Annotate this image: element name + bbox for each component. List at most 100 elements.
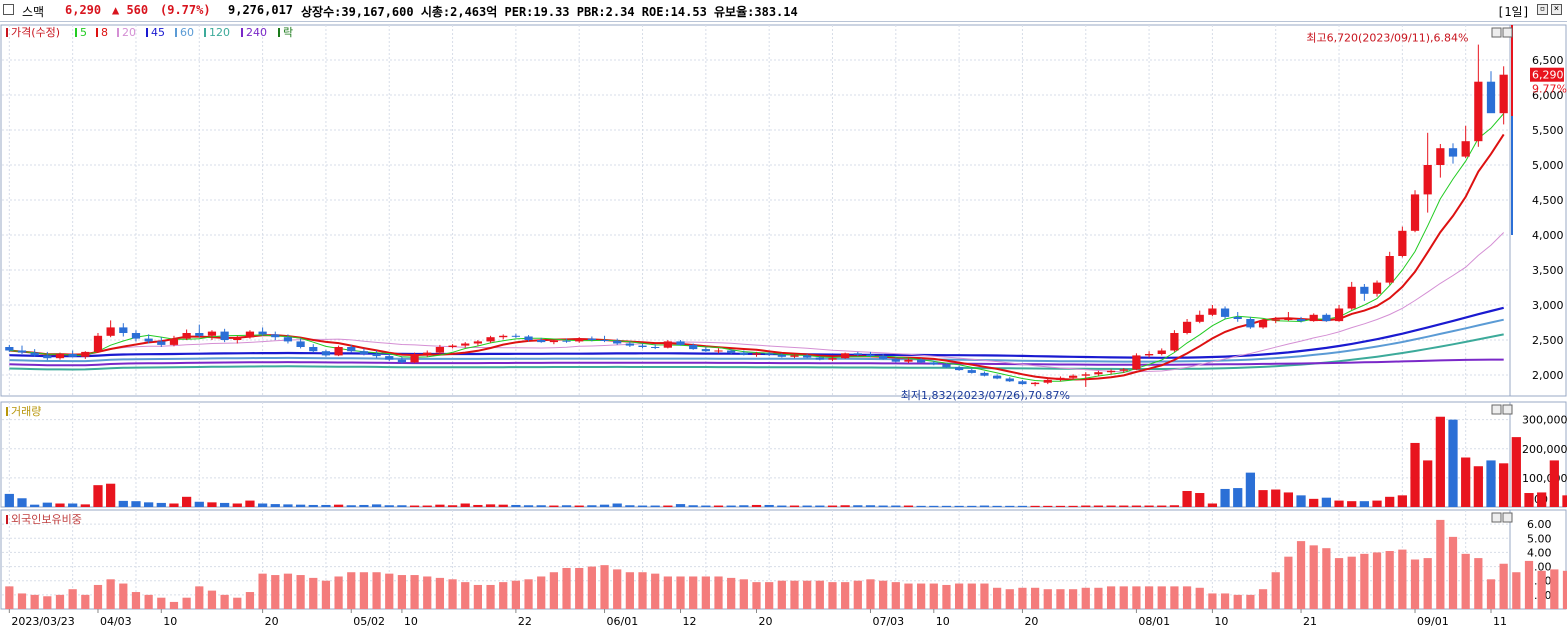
volume-bar: [1537, 492, 1547, 507]
price-change-pct: (9.77%): [160, 3, 211, 17]
foreign-bar: [1271, 572, 1280, 609]
x-axis-label: 22: [518, 615, 532, 628]
volume-bar: [422, 505, 432, 507]
candle-body: [1334, 308, 1344, 322]
foreign-bar: [499, 582, 508, 609]
candle-body: [511, 335, 521, 337]
x-axis-label: 20: [759, 615, 773, 628]
foreign-bar: [1360, 553, 1369, 609]
candle-body: [1144, 354, 1154, 356]
x-axis-label: 05/02: [353, 615, 385, 628]
price-tick-label: 3,000: [1532, 299, 1564, 312]
period-selector[interactable]: [1일]: [1497, 5, 1530, 19]
candle-body: [1436, 148, 1445, 165]
candle-body: [765, 353, 774, 355]
select-checkbox[interactable]: [3, 4, 14, 15]
ma120-line: [9, 333, 1504, 371]
foreign-bar: [1474, 558, 1483, 609]
volume-bar: [1131, 505, 1142, 507]
candle-body: [283, 337, 293, 342]
candle-body: [385, 356, 394, 360]
volume-bar: [1271, 489, 1281, 507]
candle-body: [157, 341, 166, 345]
candle-body: [1296, 319, 1306, 322]
volume-bar: [1005, 505, 1015, 507]
volume-bar: [1385, 496, 1395, 507]
legend-swatch: [6, 515, 8, 524]
volume-bar: [523, 505, 534, 507]
volume-bar: [93, 485, 103, 507]
ma60-line: [9, 318, 1504, 363]
foreign-bar: [689, 576, 698, 609]
panel-1: [0, 401, 1511, 508]
foreign-bar: [372, 572, 381, 609]
candle-body: [1056, 377, 1065, 380]
volume-bar: [815, 505, 825, 507]
foreign-bar: [1461, 553, 1470, 609]
candle-body: [1005, 378, 1014, 382]
candle-body: [321, 351, 331, 356]
candle-body: [68, 354, 77, 357]
close-icon[interactable]: ×: [1551, 4, 1562, 15]
legend-swatch: [175, 28, 177, 37]
candle-body: [1372, 282, 1382, 294]
volume-bar: [270, 504, 280, 507]
volume-bar: [295, 504, 306, 507]
foreign-tick-label: 5.00: [1527, 532, 1552, 545]
volume-bar: [4, 493, 14, 507]
foreign-bar: [765, 582, 774, 609]
foreign-bar: [5, 586, 14, 609]
high-annotation: 최고6,720(2023/09/11),6.84%: [1306, 32, 1468, 45]
volume-bar: [1549, 460, 1559, 507]
volume-title: 거래량: [11, 405, 41, 418]
candle-body: [435, 347, 445, 353]
foreign-bar: [1018, 587, 1027, 609]
foreign-bar: [625, 572, 634, 609]
foreign-bar: [891, 582, 900, 609]
legend-swatch: [96, 28, 98, 37]
legend-swatch: [241, 28, 243, 37]
price-tick-label: 5,500: [1532, 124, 1564, 137]
candle-body: [904, 359, 913, 362]
candle-body: [853, 353, 862, 355]
candle-body: [1499, 74, 1508, 114]
volume-bar: [80, 504, 90, 507]
candle-body: [195, 333, 204, 336]
volume-bar: [612, 503, 622, 507]
foreign-bar: [207, 590, 217, 609]
volume-bar: [397, 505, 407, 507]
stock-name[interactable]: 스맥: [22, 5, 45, 19]
foreign-bar: [777, 580, 786, 609]
foreign-bar: [1372, 552, 1382, 609]
candle-body: [1157, 350, 1166, 354]
foreign-bar: [448, 579, 457, 609]
maximize-icon[interactable]: ▫: [1537, 4, 1548, 15]
foreign-bar: [1208, 593, 1217, 609]
volume-bar: [903, 505, 914, 507]
volume-bar: [1068, 505, 1078, 507]
stock-chart[interactable]: 6,500 6,000 5,500 5,000 4,500 4,000 3,500 3,000…: [0, 21, 1567, 630]
candle-body: [1410, 194, 1420, 231]
candle-body: [777, 354, 786, 357]
foreign-bar: [752, 582, 761, 609]
price-change: ▲ 560: [112, 3, 149, 17]
legend-item: 락: [283, 26, 293, 39]
foreign-bar: [714, 576, 723, 609]
foreign-bar: [1068, 589, 1078, 609]
legend-swatch: [204, 28, 206, 37]
volume-bar: [68, 503, 78, 507]
volume-bar: [1144, 505, 1154, 507]
candle-body: [1322, 314, 1331, 322]
foreign-bar: [549, 572, 558, 609]
candle-body: [258, 331, 267, 335]
candle-body: [106, 327, 115, 336]
candle-body: [372, 354, 381, 357]
volume-bar: [371, 504, 382, 507]
volume-bar: [1461, 457, 1471, 507]
candle-body: [1461, 141, 1470, 157]
candle-body: [309, 347, 318, 352]
price-tick-label: 3,500: [1532, 264, 1564, 277]
volume-bar: [967, 505, 977, 507]
foreign-bar: [55, 594, 65, 609]
candle-body: [1423, 165, 1432, 195]
